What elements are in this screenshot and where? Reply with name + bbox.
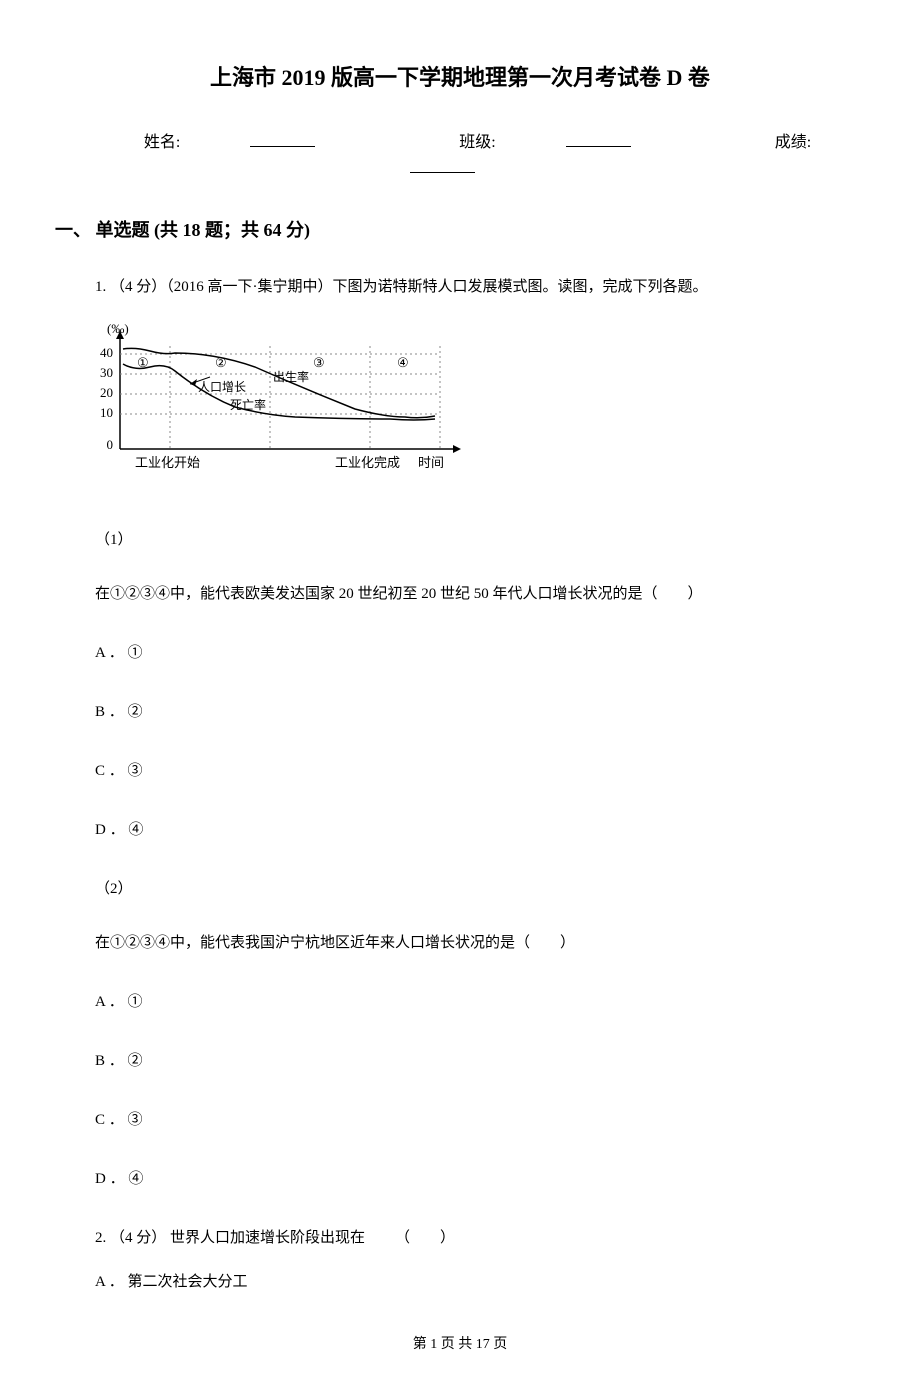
- page-title: 上海市 2019 版高一下学期地理第一次月考试卷 D 卷: [55, 60, 865, 95]
- info-line: 姓名: 班级: 成绩:: [55, 130, 865, 181]
- q1-sub1-option-b: B ． ②: [95, 700, 865, 724]
- q1-sub2-num: （2）: [95, 877, 865, 901]
- q1-sub2-option-b: B ． ②: [95, 1049, 865, 1073]
- birth-label: 出生率: [273, 369, 309, 384]
- y-tick: 10: [100, 405, 113, 420]
- q1-sub2-text: 在①②③④中，能代表我国沪宁杭地区近年来人口增长状况的是（ ）: [95, 931, 865, 955]
- q1-sub2-option-a: A ． ①: [95, 990, 865, 1014]
- y-tick: 0: [107, 437, 114, 452]
- y-tick: 20: [100, 385, 113, 400]
- class-field: 班级:: [424, 134, 665, 151]
- x-axis-arrow: [453, 445, 461, 453]
- death-label: 死亡率: [230, 397, 266, 412]
- y-axis-unit: (‰): [107, 321, 129, 336]
- name-field: 姓名:: [109, 134, 350, 151]
- q1-chart: (‰) 40 30 20 10 0 ① ② ③ ④ 人口增长 出生率: [95, 319, 865, 503]
- section-header: 一、 单选题 (共 18 题；共 64 分): [55, 216, 865, 245]
- stage-label: ③: [313, 355, 325, 370]
- q1-sub2-option-c: C ． ③: [95, 1108, 865, 1132]
- q1-sub2-option-d: D ． ④: [95, 1167, 865, 1191]
- q1-sub1-text: 在①②③④中，能代表欧美发达国家 20 世纪初至 20 世纪 50 年代人口增长…: [95, 582, 865, 606]
- x-start-label: 工业化开始: [135, 455, 200, 470]
- x-end-label: 工业化完成: [335, 455, 400, 470]
- stage-label: ①: [137, 355, 149, 370]
- page-footer: 第 1 页 共 17 页: [55, 1334, 865, 1356]
- y-tick: 30: [100, 365, 113, 380]
- x-time-label: 时间: [418, 455, 444, 470]
- q2-option-a: A ． 第二次社会大分工: [95, 1270, 865, 1294]
- q1-sub1-option-c: C ． ③: [95, 759, 865, 783]
- growth-label: 人口增长: [198, 380, 246, 394]
- stage-label: ④: [397, 355, 409, 370]
- stage-label: ②: [215, 355, 227, 370]
- q2-intro: 2. （4 分） 世界人口加速增长阶段出现在 （ ）: [95, 1226, 865, 1250]
- q1-sub1-option-a: A ． ①: [95, 641, 865, 665]
- q1-sub1-num: （1）: [95, 528, 865, 552]
- q1-intro: 1. （4 分）（2016 高一下·集宁期中）下图为诺特斯特人口发展模式图。读图…: [95, 275, 865, 299]
- y-tick: 40: [100, 345, 113, 360]
- q1-sub1-option-d: D ． ④: [95, 818, 865, 842]
